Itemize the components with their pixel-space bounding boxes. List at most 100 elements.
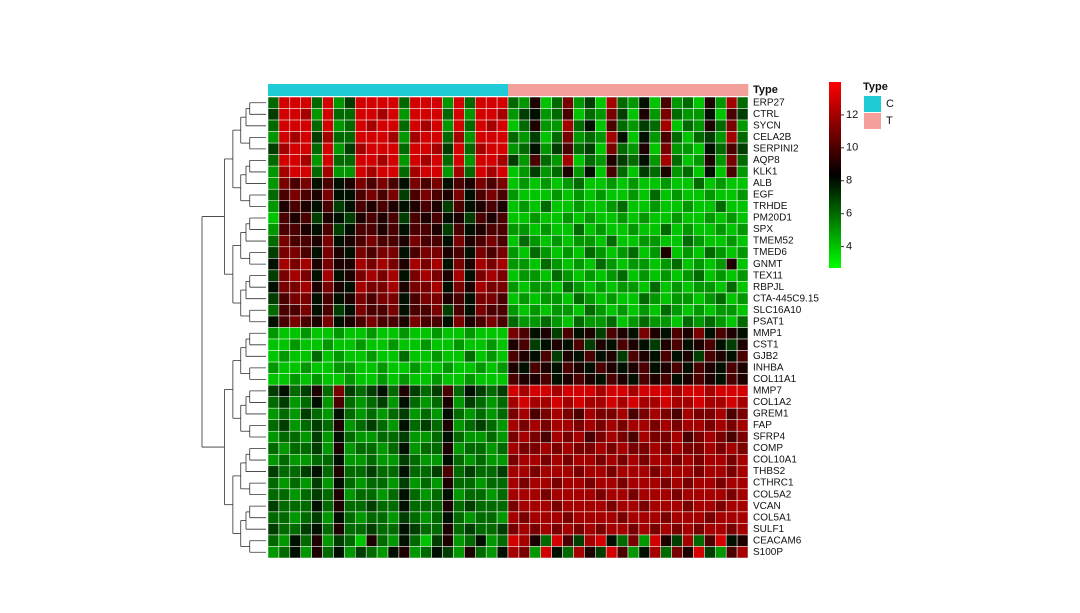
heatmap-cell — [715, 119, 727, 132]
heatmap-cell — [387, 212, 400, 225]
heatmap-cell — [725, 108, 738, 121]
heatmap-cell — [671, 500, 683, 513]
heatmap-cell — [267, 119, 280, 132]
heatmap-cell — [573, 258, 585, 271]
heatmap-cell — [725, 304, 738, 317]
heatmap-cell — [649, 384, 661, 397]
heatmap-cell — [485, 454, 498, 467]
heatmap-cell — [365, 488, 378, 501]
heatmap-cell — [605, 430, 618, 444]
heatmap-cell — [605, 373, 618, 386]
heatmap-cell — [311, 108, 323, 121]
heatmap-cell — [649, 258, 661, 271]
heatmap-cell — [398, 200, 411, 213]
heatmap-cell — [453, 281, 465, 294]
heatmap-cell — [311, 315, 323, 328]
heatmap-cell — [485, 269, 498, 282]
heatmap-cell — [704, 534, 716, 547]
legend-label: T — [886, 115, 893, 127]
heatmap-cell — [289, 142, 301, 155]
heatmap-cell — [704, 177, 716, 190]
heatmap-cell — [584, 338, 596, 351]
heatmap-cell — [300, 315, 312, 328]
annotation-title: Type — [753, 84, 778, 96]
heatmap-cell — [682, 407, 694, 420]
heatmap-cell — [387, 546, 400, 559]
heatmap-cell — [682, 212, 694, 225]
row-label: GREM1 — [753, 409, 789, 420]
heatmap-cell — [660, 407, 672, 420]
heatmap-cell — [333, 338, 345, 351]
heatmap-cell — [344, 304, 356, 317]
heatmap-cell — [300, 246, 312, 259]
heatmap-cell — [649, 281, 661, 294]
heatmap-cell — [518, 396, 531, 409]
heatmap-cell — [573, 442, 585, 455]
heatmap-cell — [682, 165, 694, 178]
heatmap-cell — [736, 108, 749, 121]
legend-swatch — [864, 113, 881, 129]
colorbar-tick-label: 4 — [846, 241, 852, 253]
heatmap-cell — [376, 488, 389, 501]
heatmap-cell — [529, 200, 541, 213]
heatmap-cell — [344, 165, 356, 178]
heatmap-cell — [715, 235, 727, 248]
heatmap-cell — [529, 442, 541, 455]
heatmap-cell — [365, 361, 378, 374]
heatmap-cell — [562, 131, 574, 144]
heatmap-cell — [584, 292, 596, 305]
heatmap-cell — [682, 188, 694, 201]
heatmap-cell — [496, 269, 509, 282]
heatmap-cell — [420, 500, 432, 513]
heatmap-cell — [311, 258, 323, 271]
heatmap-cell — [507, 315, 520, 328]
heatmap-cell — [464, 154, 476, 167]
heatmap-cell — [355, 223, 367, 236]
heatmap-cell — [398, 384, 411, 397]
heatmap-cell — [595, 154, 607, 167]
heatmap-cell — [355, 500, 367, 513]
heatmap-cell — [682, 258, 694, 271]
heatmap-cell — [289, 350, 301, 363]
heatmap-cell — [409, 511, 421, 524]
heatmap-cell — [267, 350, 280, 363]
heatmap-cell — [485, 292, 498, 305]
heatmap-cell — [595, 350, 607, 363]
heatmap-cell — [431, 396, 443, 409]
heatmap-cell — [736, 384, 749, 397]
heatmap-cell — [289, 200, 301, 213]
heatmap-cell — [322, 407, 334, 420]
heatmap-cell — [376, 511, 389, 524]
heatmap-cell — [409, 235, 421, 248]
heatmap-cell — [398, 165, 411, 178]
heatmap-cell — [529, 430, 541, 444]
heatmap-cell — [464, 269, 476, 282]
heatmap-cell — [464, 315, 476, 328]
heatmap-cell — [573, 154, 585, 167]
heatmap-cell — [715, 511, 727, 524]
heatmap-cell — [605, 119, 618, 132]
heatmap-cell — [496, 419, 509, 432]
heatmap-cell — [595, 407, 607, 420]
heatmap-cell — [496, 465, 509, 478]
heatmap-cell — [693, 292, 705, 305]
heatmap-cell — [289, 281, 301, 294]
heatmap-cell — [660, 177, 672, 190]
heatmap-cell — [584, 396, 596, 409]
heatmap-cell — [671, 315, 683, 328]
heatmap-cell — [464, 258, 476, 271]
heatmap-cell — [595, 119, 607, 132]
annotation-cell — [486, 84, 498, 96]
heatmap-cell — [431, 373, 443, 386]
heatmap-cell — [736, 142, 749, 155]
heatmap-cell — [355, 523, 367, 536]
heatmap-cell — [507, 177, 520, 190]
heatmap-cell — [311, 223, 323, 236]
heatmap-cell — [562, 142, 574, 155]
heatmap-cell — [725, 546, 738, 559]
heatmap-cell — [562, 292, 574, 305]
row-label: ERP27 — [753, 97, 785, 108]
heatmap-cell — [496, 177, 509, 190]
heatmap-cell — [551, 442, 563, 455]
heatmap-cell — [562, 523, 574, 536]
